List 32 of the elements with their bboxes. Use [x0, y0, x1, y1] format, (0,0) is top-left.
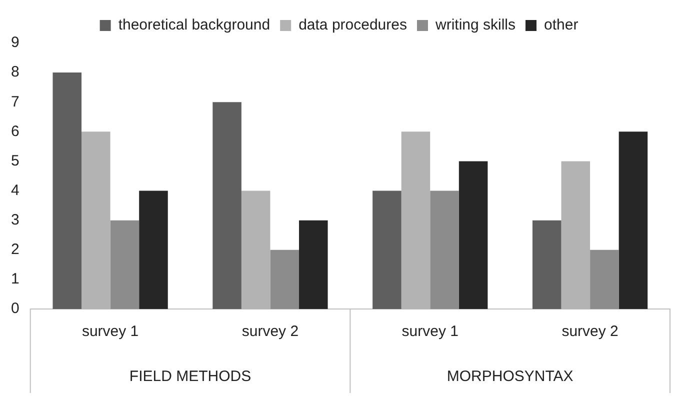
bar [458, 161, 488, 309]
bar [52, 72, 82, 309]
legend-label: data procedures [298, 16, 407, 34]
bar [618, 132, 648, 309]
y-tick-label: 0 [11, 300, 20, 318]
legend-label: theoretical background [118, 16, 270, 34]
y-tick-label: 9 [11, 34, 20, 52]
bar [270, 250, 299, 309]
text: FIELD METHODS [129, 368, 252, 386]
y-tick-label: 4 [11, 182, 20, 199]
y-tick-label: 8 [11, 64, 20, 81]
y-tick-label: 1 [11, 270, 20, 288]
bar [212, 102, 242, 309]
legend-label: writing skills [434, 16, 516, 34]
y-tick-label: 2 [11, 241, 20, 258]
y-tick-label: 6 [11, 122, 20, 140]
bar [372, 190, 402, 309]
bar [110, 220, 140, 309]
x-tick-label: survey 2 [242, 323, 299, 340]
bar [532, 220, 562, 309]
bar [430, 190, 459, 309]
y-tick-label: 5 [11, 152, 20, 170]
bar [139, 190, 168, 309]
x-tick-label: survey 1 [402, 323, 458, 340]
y-tick-label: 7 [11, 93, 20, 110]
text: MORPHOSYNTAX [446, 368, 574, 386]
x-tick-label: survey 2 [562, 323, 618, 340]
legend-label: other [544, 16, 578, 34]
x-tick-label: survey 1 [82, 323, 139, 340]
bar [590, 250, 619, 309]
y-tick-label: 3 [11, 211, 20, 228]
bar [299, 220, 328, 309]
